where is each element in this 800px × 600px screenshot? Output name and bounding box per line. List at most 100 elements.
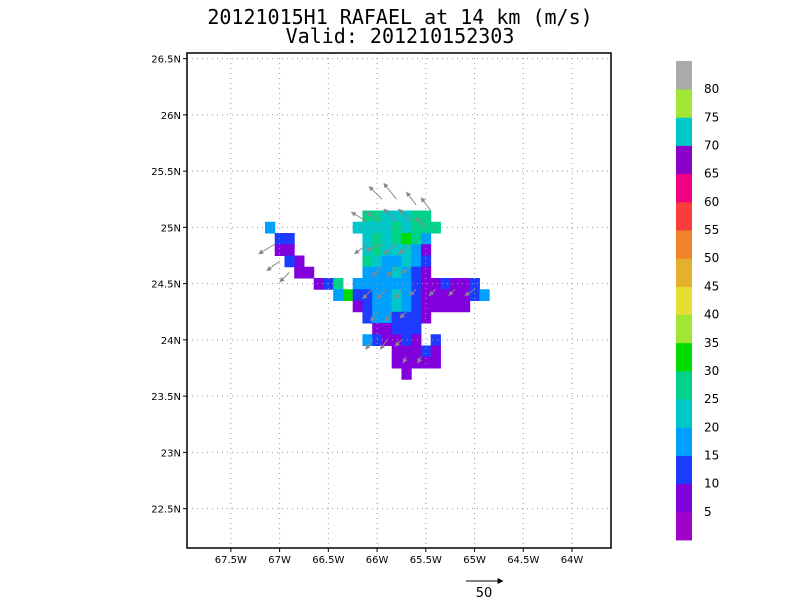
colorbar-segment — [676, 483, 692, 513]
field-cell — [372, 300, 383, 313]
y-tick-label: 25N — [161, 223, 181, 234]
field-cell — [401, 233, 412, 245]
colorbar-tick-label: 20 — [704, 420, 719, 434]
wind-vector — [370, 311, 378, 322]
wind-vector — [383, 243, 397, 255]
field-cell — [391, 345, 402, 358]
field-cell — [450, 289, 461, 301]
field-cell — [440, 300, 451, 313]
colorbar-segment — [676, 145, 692, 175]
field-cell — [362, 233, 373, 245]
x-tick-label: 65.5W — [410, 555, 442, 566]
colorbar-segment — [676, 286, 692, 315]
x-tick-label: 66W — [366, 555, 389, 566]
field-cell — [381, 289, 393, 301]
reference-vector-label: 50 — [476, 586, 493, 600]
field-cell — [420, 311, 432, 324]
wind-speed-field — [264, 210, 490, 380]
wind-vector — [258, 243, 275, 255]
wind-vector — [266, 260, 280, 272]
colorbar-tick-label: 25 — [704, 392, 719, 406]
colorbar-tick-label: 60 — [704, 195, 719, 209]
wind-vector — [371, 266, 383, 277]
colorbar-segment — [676, 201, 692, 231]
y-tick-label: 22.5N — [151, 505, 181, 516]
wind-vectors — [258, 182, 475, 364]
wind-vector — [397, 243, 412, 255]
field-cell — [362, 255, 373, 268]
field-cell — [430, 334, 441, 346]
wind-vector — [420, 197, 432, 211]
field-cell — [391, 221, 402, 234]
field-cell — [264, 221, 276, 234]
field-cell — [391, 334, 402, 346]
wind-vector — [394, 339, 402, 347]
field-cell — [450, 300, 461, 313]
wind-vector — [394, 288, 402, 300]
field-cell — [420, 300, 432, 313]
field-cell — [430, 278, 441, 290]
colorbar-segment — [676, 370, 692, 400]
field-cell — [411, 255, 422, 268]
field-cell — [362, 289, 373, 301]
field-cell — [391, 356, 402, 369]
field-cell — [469, 289, 480, 301]
wind-vector — [415, 217, 427, 228]
field-cell — [411, 311, 422, 324]
field-cell — [411, 278, 422, 290]
field-cell — [362, 300, 373, 313]
field-cell — [284, 255, 295, 268]
field-cell — [440, 289, 451, 301]
field-cell — [420, 244, 432, 256]
colorbar-tick-label: 10 — [704, 477, 719, 491]
field-cell — [411, 233, 422, 245]
x-tick-label: 66.5W — [312, 555, 344, 566]
field-cell — [401, 244, 412, 256]
colorbar-tick-label: 65 — [704, 167, 719, 181]
field-cell — [362, 210, 373, 223]
wind-vector — [384, 311, 393, 322]
y-tick-label: 24N — [161, 336, 181, 347]
field-cell — [372, 210, 383, 223]
field-cell — [294, 266, 305, 279]
field-cell — [391, 210, 402, 223]
wind-vector — [383, 182, 397, 200]
chart-subtitle: Valid: 201210152303 — [285, 24, 515, 48]
field-cell — [411, 289, 422, 301]
x-tick-label: 67W — [268, 555, 291, 566]
field-cell — [420, 255, 432, 268]
wind-vector — [406, 191, 417, 206]
field-cell — [274, 244, 285, 256]
field-cell — [342, 289, 354, 301]
wind-vector — [365, 211, 383, 223]
colorbar-tick-label: 30 — [704, 364, 719, 378]
field-cell — [401, 323, 412, 335]
x-axis-ticks: 67.5W 67W 66.5W 66W 65.5W 65W 64.5W 64W — [215, 548, 583, 566]
colorbar-tick-label: 70 — [704, 139, 719, 153]
field-cell — [440, 278, 451, 290]
colorbar-segment — [676, 455, 692, 485]
wind-vector — [398, 208, 412, 223]
field-cell — [391, 244, 402, 256]
field-cell — [401, 210, 412, 223]
wind-vector — [350, 211, 368, 223]
wind-vector — [402, 356, 408, 364]
field-cell — [401, 300, 412, 313]
field-cell — [381, 210, 393, 223]
field-cell — [401, 368, 412, 380]
field-cell — [420, 266, 432, 279]
colorbar-segment — [676, 314, 692, 344]
field-cell — [450, 278, 461, 290]
field-cell — [284, 233, 295, 245]
field-cell — [372, 244, 383, 256]
field-cell — [401, 334, 412, 346]
colorbar-segment — [676, 342, 692, 372]
chart-title: 20121015H1 RAFAEL at 14 km (m/s) — [207, 5, 593, 29]
field-cell — [430, 300, 441, 313]
wind-vector — [428, 288, 436, 297]
y-tick-label: 23.5N — [151, 392, 181, 403]
field-cell — [401, 289, 412, 301]
colorbar-segment — [676, 173, 692, 203]
field-cell — [381, 244, 393, 256]
